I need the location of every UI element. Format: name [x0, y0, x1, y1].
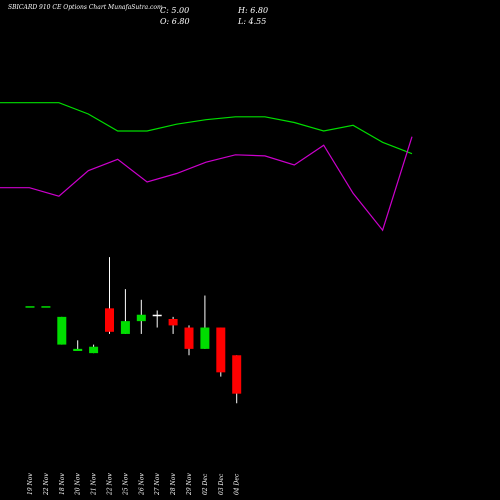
candle-body: [168, 319, 178, 326]
candle-body: [216, 327, 226, 373]
candle-body: [25, 306, 35, 308]
candle-body: [200, 327, 210, 349]
candle-body: [232, 355, 242, 394]
candles: [25, 257, 242, 404]
x-tick-label: 26 Nov: [138, 473, 145, 496]
x-tick-label: 27 Nov: [154, 473, 161, 496]
x-axis-labels: 19 Nov 22 Nov 18 Nov 20 Nov 21 Nov 22 Nov 25 N…: [27, 473, 241, 496]
indicator-line-1: [0, 102, 413, 155]
x-tick-label: 18 Nov: [59, 473, 66, 495]
candle-body: [57, 316, 67, 345]
high-readout: H: 6.80: [238, 6, 269, 15]
candle-body: [136, 314, 146, 322]
candle-body: [41, 306, 51, 308]
candle-body: [89, 346, 99, 354]
close-readout: C: 5.00: [160, 6, 190, 15]
chart-title: SBICARD 910 CE Options Chart MunafaSutra…: [8, 4, 163, 11]
candle-body: [73, 348, 83, 351]
x-tick-label: 02 Dec: [202, 473, 209, 495]
open-readout: O: 6.80: [160, 17, 190, 26]
x-tick-label: 22 Nov: [107, 473, 114, 496]
x-tick-label: 20 Nov: [75, 473, 82, 496]
x-tick-label: 28 Nov: [170, 473, 177, 496]
x-tick-label: 04 Dec: [234, 473, 241, 495]
candle-body: [184, 327, 194, 349]
candle-body: [105, 308, 114, 332]
x-tick-label: 25 Nov: [122, 473, 129, 496]
x-tick-label: 03 Dec: [218, 473, 225, 495]
low-readout: L: 4.55: [238, 17, 267, 26]
x-tick-label: 21 Nov: [91, 473, 98, 496]
candle-body: [152, 314, 162, 317]
indicator-line-2: [0, 136, 413, 232]
x-tick-label: 22 Nov: [43, 473, 50, 496]
indicator-lines: [0, 102, 413, 232]
x-tick-label: 19 Nov: [27, 473, 34, 495]
x-tick-label: 29 Nov: [186, 473, 193, 496]
candle-body: [120, 321, 130, 334]
